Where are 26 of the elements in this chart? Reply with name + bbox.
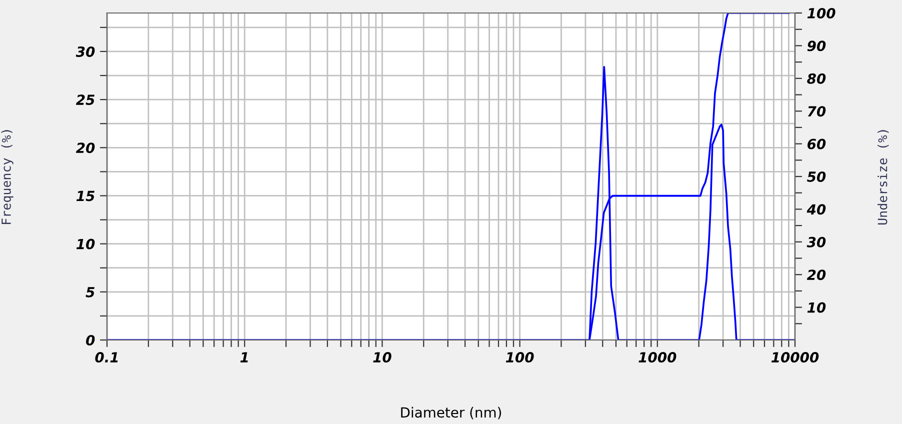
y2-axis-title: Undersize (%)	[878, 130, 889, 225]
y-axis-title: Frequency (%)	[1, 130, 14, 224]
x-tick-label: 1	[240, 352, 248, 362]
y2-tick-label: 100	[807, 8, 836, 18]
x-tick-label: 1000	[638, 352, 676, 363]
x-tick-label: 10000	[771, 352, 819, 363]
x-tick-label: 100	[506, 352, 534, 363]
y2-tick-label: 70	[808, 106, 826, 117]
x-tick-label: 10	[373, 352, 392, 363]
y-tick-label: 20	[76, 142, 95, 154]
y-tick-label: 30	[76, 46, 95, 57]
y2-tick-label: 50	[806, 171, 826, 182]
y2-tick-label: 30	[806, 236, 826, 248]
y2-tick-label: 90	[807, 40, 826, 52]
y-tick-label: 10	[76, 238, 95, 250]
y2-tick-label: 80	[807, 73, 826, 84]
y-tick-label: 0	[86, 334, 95, 346]
y-tick-label: 25	[76, 94, 94, 106]
y2-tick-label: 20	[806, 270, 826, 280]
y-tick-label: 15	[76, 190, 94, 202]
x-axis-title: Diameter (nm)	[401, 406, 502, 420]
y2-tick-label: 60	[808, 138, 826, 150]
x-tick-label: 0.1	[95, 352, 118, 363]
y2-tick-label: 10	[807, 302, 826, 313]
y-tick-label: 5	[86, 287, 94, 298]
y2-tick-label: 40	[806, 204, 826, 215]
